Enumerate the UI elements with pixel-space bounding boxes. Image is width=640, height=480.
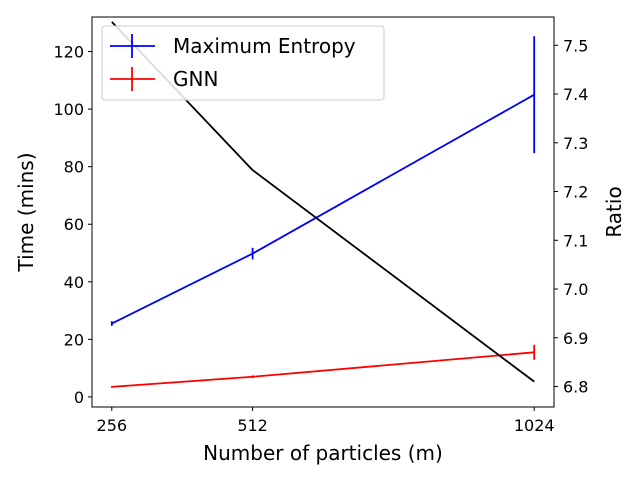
y2-tick-label: 7.4 xyxy=(563,85,588,104)
y-tick-label: 20 xyxy=(64,330,84,349)
y-axis-left: 0 20 40 60 80 100 120 xyxy=(53,43,92,407)
y-tick-label: 120 xyxy=(53,43,84,62)
x-tick-label: 512 xyxy=(237,416,268,435)
x-axis: 256 512 1024 xyxy=(97,407,555,435)
x-tick-label: 256 xyxy=(97,416,128,435)
maximum-entropy-legend-label: Maximum Entropy xyxy=(173,34,356,58)
x-axis-title: Number of particles (m) xyxy=(203,441,443,465)
y-axis-title: Time (mins) xyxy=(14,152,38,272)
y-tick-label: 40 xyxy=(64,273,84,292)
y2-tick-label: 7.5 xyxy=(563,36,588,55)
y2-tick-label: 7.2 xyxy=(563,183,588,202)
y-axis-right: 6.8 6.9 7.0 7.1 7.2 7.3 7.4 7.5 xyxy=(554,36,588,397)
y-tick-label: 60 xyxy=(64,215,84,234)
legend-box xyxy=(101,25,385,101)
legend: Maximum Entropy GNN xyxy=(101,25,385,101)
y2-tick-label: 6.8 xyxy=(563,378,588,397)
y2-tick-label: 6.9 xyxy=(563,329,588,348)
y2-tick-label: 7.3 xyxy=(563,134,588,153)
axes-frame xyxy=(91,16,555,408)
y2-tick-label: 7.1 xyxy=(563,231,588,250)
y-tick-label: 0 xyxy=(74,388,84,407)
y2-axis-title: Ratio xyxy=(602,186,626,237)
y-tick-label: 100 xyxy=(53,100,84,119)
y2-tick-label: 7.0 xyxy=(563,280,588,299)
x-tick-label: 1024 xyxy=(514,416,555,435)
y-tick-label: 80 xyxy=(64,158,84,177)
gnn-legend-label: GNN xyxy=(173,67,218,91)
